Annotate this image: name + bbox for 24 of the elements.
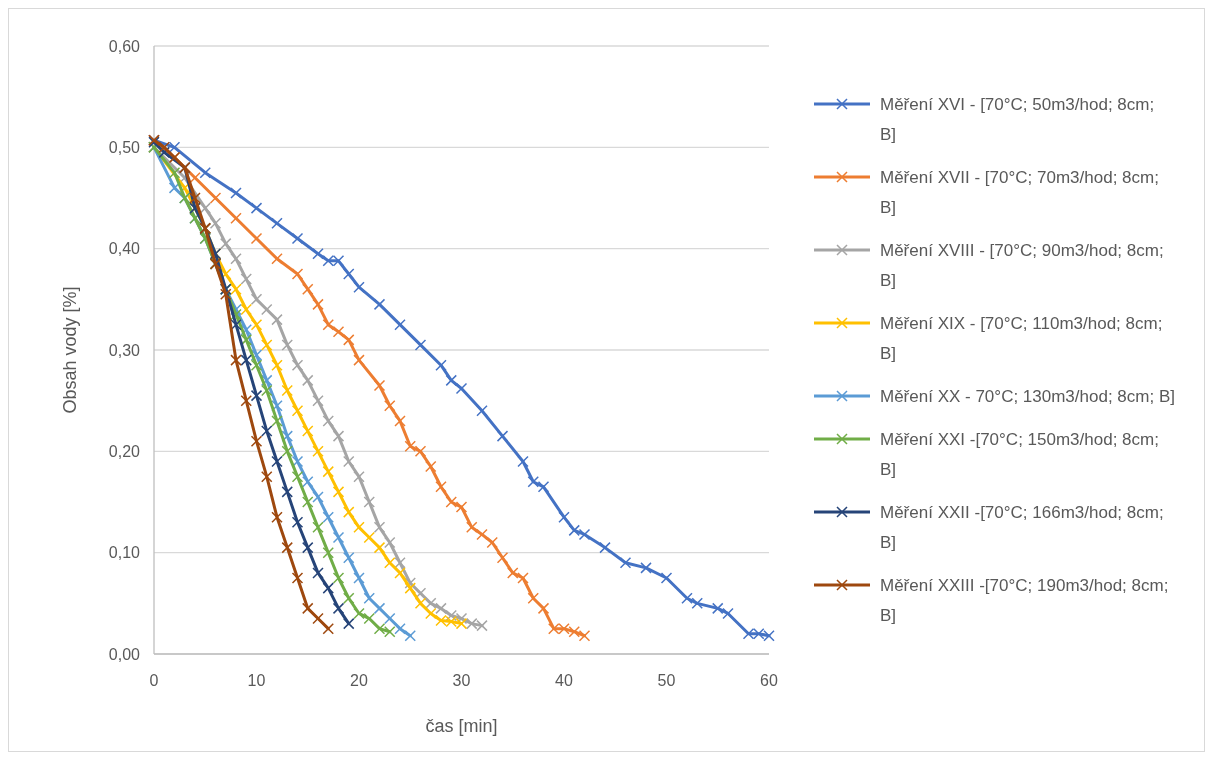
x-tick-label: 20 [350,672,368,689]
x-tick-label: 0 [149,672,159,689]
legend-label: Měření XIX - [70°C; 110m3/hod; 8cm; B] [880,313,1163,363]
legend-label: Měření XX - 70°C; 130m3/hod; 8cm; B] [880,386,1175,406]
x-axis-title: čas [min] [425,716,498,736]
legend-label: Měření XVIII - [70°C; 90m3/hod; 8cm; B] [880,240,1164,290]
legend-label: Měření XXII -[70°C; 166m3/hod; 8cm; B] [880,502,1164,552]
legend-label: Měření XVII - [70°C; 70m3/hod; 8cm; B] [880,167,1159,217]
x-tick-label: 30 [452,672,471,689]
y-axis-title: Obsah vody [%] [60,286,80,414]
y-tick-label: 0,50 [108,138,141,156]
x-tick-label: 50 [657,672,676,689]
y-tick-label: 0,10 [108,544,141,562]
legend-label: Měření XXI -[70°C; 150m3/hod; 8cm; B] [880,429,1159,479]
x-tick-label: 60 [760,672,778,689]
y-tick-label: 0,40 [108,240,141,258]
y-tick-label: 0,30 [108,341,141,359]
y-tick-label: 0,20 [108,442,141,460]
legend-label: Měření XXIII -[70°C; 190m3/hod; 8cm; B] [880,575,1169,625]
y-tick-label: 0,60 [108,37,141,55]
y-tick-label: 0,00 [108,645,141,663]
legend-label: Měření XVI - [70°C; 50m3/hod; 8cm; B] [880,94,1155,144]
x-tick-label: 10 [247,672,266,689]
x-tick-label: 40 [555,672,573,689]
